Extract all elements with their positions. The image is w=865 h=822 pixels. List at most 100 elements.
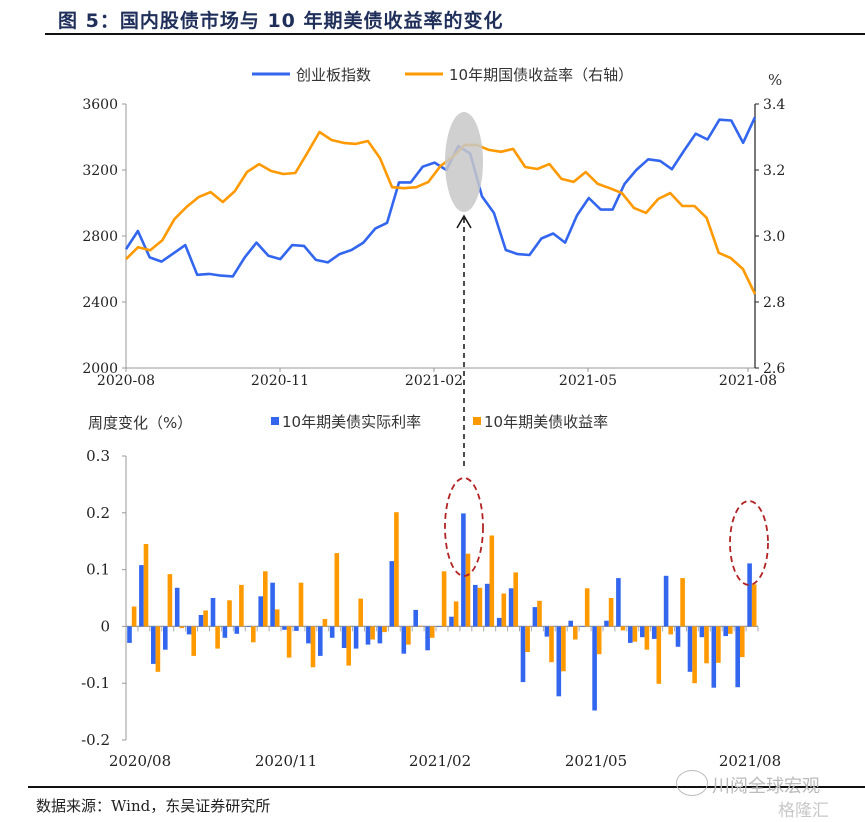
bar-us10y bbox=[692, 626, 697, 684]
bar-real-rate bbox=[186, 626, 192, 635]
legend-label-real-rate: 10年期美债实际利率 bbox=[282, 413, 421, 431]
bar-real-rate bbox=[484, 583, 490, 627]
bar-real-rate bbox=[437, 626, 442, 627]
wechat-icon bbox=[676, 770, 708, 796]
bar-us10y bbox=[549, 626, 554, 663]
bar-real-rate bbox=[163, 626, 168, 650]
bar-real-rate bbox=[365, 626, 371, 645]
bar-us10y bbox=[596, 626, 602, 655]
bar-real-rate bbox=[401, 626, 407, 654]
x-tick-label: 2020-08 bbox=[97, 373, 155, 389]
bar-chart-bars bbox=[127, 512, 757, 711]
bar-real-rate bbox=[258, 596, 263, 627]
bar-us10y bbox=[298, 582, 304, 627]
bar-us10y bbox=[167, 574, 173, 627]
highlight-ellipse bbox=[445, 112, 483, 212]
bar-y-tick-label: 0 bbox=[100, 617, 110, 635]
bar-y-tick-label: 0.3 bbox=[86, 447, 110, 465]
bar-us10y bbox=[346, 626, 351, 666]
bar-us10y bbox=[740, 626, 745, 658]
bar-real-rate bbox=[580, 626, 585, 627]
bar-real-rate bbox=[210, 598, 216, 627]
bar-real-rate bbox=[318, 626, 323, 656]
source-note: 数据来源：Wind，东吴证券研究所 bbox=[36, 797, 271, 815]
bar-real-rate bbox=[651, 626, 657, 639]
bar-us10y bbox=[441, 571, 447, 627]
bar-real-rate bbox=[723, 626, 728, 637]
watermark-text: 川阅全球宏观 bbox=[712, 776, 820, 797]
bar-real-rate bbox=[449, 616, 454, 627]
legend-swatch-real-rate bbox=[271, 417, 279, 425]
bar-real-rate bbox=[699, 626, 705, 638]
bar-x-tick-label: 2021/08 bbox=[719, 752, 781, 770]
bar-real-rate bbox=[532, 607, 538, 627]
bar-real-rate bbox=[628, 626, 633, 643]
bar-real-rate bbox=[663, 575, 669, 627]
dashed-ellipse-feb bbox=[444, 477, 484, 577]
bar-real-rate bbox=[139, 565, 144, 627]
bar-real-rate bbox=[127, 626, 132, 643]
bar-real-rate bbox=[246, 626, 251, 627]
bar-us10y bbox=[406, 626, 411, 645]
x-tick-label: 2020-11 bbox=[251, 373, 309, 389]
bar-x-tick-label: 2020/08 bbox=[109, 752, 171, 770]
bar-real-rate bbox=[508, 588, 514, 627]
bar-us10y bbox=[203, 610, 208, 627]
x-tick-label: 2021-02 bbox=[405, 373, 463, 389]
bar-us10y bbox=[668, 626, 673, 635]
bar-us10y bbox=[251, 626, 256, 643]
dashed-ellipse-aug bbox=[729, 500, 769, 586]
bar-us10y bbox=[358, 598, 363, 627]
bar-real-rate bbox=[425, 626, 430, 651]
bar-real-rate bbox=[270, 582, 275, 627]
bar-us10y bbox=[155, 626, 161, 672]
bar-us10y bbox=[239, 584, 244, 627]
bar-us10y bbox=[620, 626, 626, 631]
right-tick-label: 2.8 bbox=[763, 295, 785, 311]
bar-real-rate bbox=[389, 561, 395, 627]
bar-real-rate bbox=[294, 626, 299, 631]
legend-label-chinext: 创业板指数 bbox=[296, 66, 371, 84]
bar-us10y bbox=[728, 626, 733, 634]
bar-us10y bbox=[608, 598, 614, 627]
bar-us10y bbox=[286, 626, 292, 658]
bar-real-rate bbox=[568, 620, 573, 627]
bar-real-rate bbox=[640, 626, 645, 638]
bar-x-tick-label: 2021/05 bbox=[565, 752, 627, 770]
bar-us10y bbox=[584, 588, 590, 627]
bar-real-rate bbox=[341, 626, 347, 648]
legend-label-us10y: 10年期美债收益率 bbox=[484, 413, 608, 431]
bar-real-rate bbox=[556, 626, 562, 697]
bar-us10y bbox=[489, 535, 495, 627]
bar-chart-axes: 0.3 0.2 0.1 0 -0.1 -0.2 2020/08 2020/11 2021/02 2… bbox=[81, 447, 781, 770]
bar-x-tick-label: 2021/02 bbox=[409, 752, 471, 770]
bar-legend: 周度变化（%） 10年期美债实际利率 10年期美债收益率 bbox=[88, 413, 608, 432]
bar-real-rate bbox=[520, 626, 526, 683]
left-tick-label: 2800 bbox=[82, 229, 118, 245]
legend-swatch-us10y bbox=[473, 417, 481, 425]
left-tick-label: 3600 bbox=[82, 97, 118, 113]
bar-real-rate bbox=[234, 626, 240, 634]
bar-us10y bbox=[382, 626, 387, 633]
arrow-head-icon bbox=[456, 214, 472, 229]
bar-us10y bbox=[227, 600, 232, 627]
bar-us10y bbox=[644, 626, 650, 650]
bar-us10y bbox=[179, 626, 185, 629]
bar-us10y bbox=[215, 626, 220, 649]
bar-real-rate bbox=[604, 620, 609, 627]
bar-real-rate bbox=[222, 626, 228, 638]
bar-us10y bbox=[322, 619, 328, 627]
x-tick-label: 2021-05 bbox=[559, 373, 617, 389]
bar-real-rate bbox=[592, 626, 597, 711]
left-tick-label: 2000 bbox=[82, 361, 118, 377]
bar-y-tick-label: -0.2 bbox=[81, 731, 110, 749]
bar-us10y bbox=[143, 544, 149, 627]
bar-us10y bbox=[656, 626, 662, 684]
bar-us10y bbox=[191, 626, 196, 656]
right-tick-label: 3.4 bbox=[763, 97, 785, 113]
bar-us10y bbox=[274, 609, 280, 627]
title-rule bbox=[45, 33, 865, 35]
bar-real-rate bbox=[413, 609, 418, 627]
bar-us10y bbox=[370, 626, 375, 640]
